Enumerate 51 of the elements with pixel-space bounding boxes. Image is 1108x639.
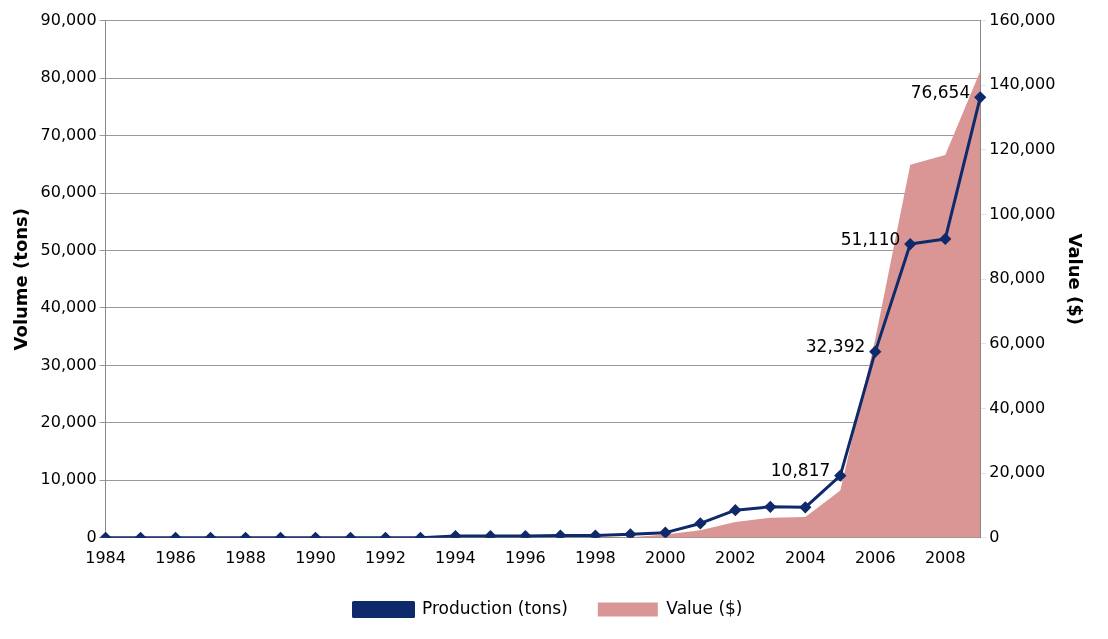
y2-tick-label: 120,000	[989, 139, 1056, 159]
y2-tick-label: 140,000	[989, 74, 1056, 94]
legend-label: Production (tons)	[422, 597, 568, 618]
y2-tick-label: 40,000	[989, 397, 1046, 417]
point	[904, 238, 916, 250]
y-tick-label: 70,000	[40, 124, 97, 144]
y-tick-label: 90,000	[40, 9, 97, 29]
point	[869, 346, 881, 358]
y-axis-title: Volume (tons)	[10, 207, 32, 351]
y-tick-label: 60,000	[40, 182, 97, 202]
x-tick-label: 1990	[295, 547, 336, 567]
y-tick-label: 40,000	[40, 297, 97, 317]
y-tick-label: 30,000	[40, 354, 97, 374]
y2-tick-label: 0	[989, 526, 1000, 546]
y2-axis-title: Value ($)	[1064, 233, 1086, 325]
point	[624, 528, 636, 538]
y2-tick-label: 100,000	[989, 203, 1056, 223]
x-tick-label: 1994	[435, 547, 476, 567]
x-tick-label: 1988	[225, 547, 266, 567]
point	[694, 517, 706, 529]
x-tick-label: 2000	[645, 547, 686, 567]
point	[764, 501, 776, 513]
data-label: 32,392	[805, 336, 866, 357]
y-tick-label: 80,000	[40, 67, 97, 87]
x-tick-label: 1986	[155, 547, 196, 567]
x-tick-label: 2006	[854, 547, 896, 567]
point	[939, 233, 951, 245]
x-tick-label: 2004	[784, 547, 826, 567]
y-tick-label: 20,000	[40, 412, 97, 432]
x-tick-label: 1992	[365, 547, 406, 567]
y-tick-label: 50,000	[40, 239, 97, 259]
y2-tick-label: 80,000	[989, 268, 1046, 288]
data-label: 76,654	[910, 81, 971, 102]
point	[834, 470, 846, 482]
x-tick-label: 2002	[714, 547, 756, 567]
legend-label: Value ($)	[666, 597, 743, 618]
y-tick-label: 0	[86, 526, 97, 546]
point	[799, 501, 811, 513]
data-label: 51,110	[840, 228, 901, 249]
y2-tick-label: 60,000	[989, 333, 1046, 353]
y-tick-label: 10,000	[40, 469, 97, 489]
y2-tick-label: 20,000	[989, 462, 1046, 482]
y2-tick-label: 160,000	[989, 9, 1056, 29]
x-tick-label: 1984	[85, 547, 126, 567]
x-tick-label: 1998	[575, 547, 616, 567]
point	[974, 91, 986, 103]
x-tick-label: 2008	[924, 547, 966, 567]
point	[659, 527, 671, 538]
data-label: 10,817	[770, 460, 831, 481]
point	[729, 504, 741, 516]
x-tick-label: 1996	[505, 547, 546, 567]
